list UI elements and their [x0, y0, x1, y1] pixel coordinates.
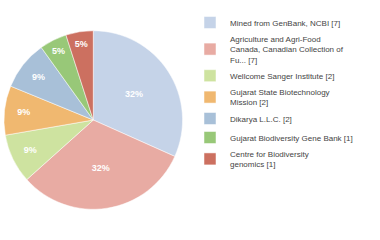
svg-text:Agriculture and Agri-FoodCanad: Agriculture and Agri-FoodCanada, Canadia…	[230, 35, 344, 65]
svg-text:9%: 9%	[17, 107, 30, 117]
svg-text:Gujarat Biodiversity Gene Bank: Gujarat Biodiversity Gene Bank [1]	[230, 134, 353, 143]
svg-text:Wellcome Sanger Institute [2]: Wellcome Sanger Institute [2]	[230, 72, 334, 81]
svg-text:32%: 32%	[125, 89, 143, 99]
svg-text:Centre for Biodiversitygenomic: Centre for Biodiversitygenomics [1]	[230, 150, 309, 169]
svg-text:Mined from GenBank, NCBI [7]: Mined from GenBank, NCBI [7]	[230, 19, 340, 28]
svg-text:9%: 9%	[32, 72, 45, 82]
svg-text:32%: 32%	[92, 163, 110, 173]
svg-text:5%: 5%	[75, 39, 88, 49]
svg-text:Gujarat State BiotechnologyMis: Gujarat State BiotechnologyMission [2]	[230, 88, 330, 107]
svg-text:5%: 5%	[52, 46, 65, 56]
svg-text:Dikarya L.L.C. [2]: Dikarya L.L.C. [2]	[230, 115, 292, 124]
svg-text:9%: 9%	[24, 145, 37, 155]
